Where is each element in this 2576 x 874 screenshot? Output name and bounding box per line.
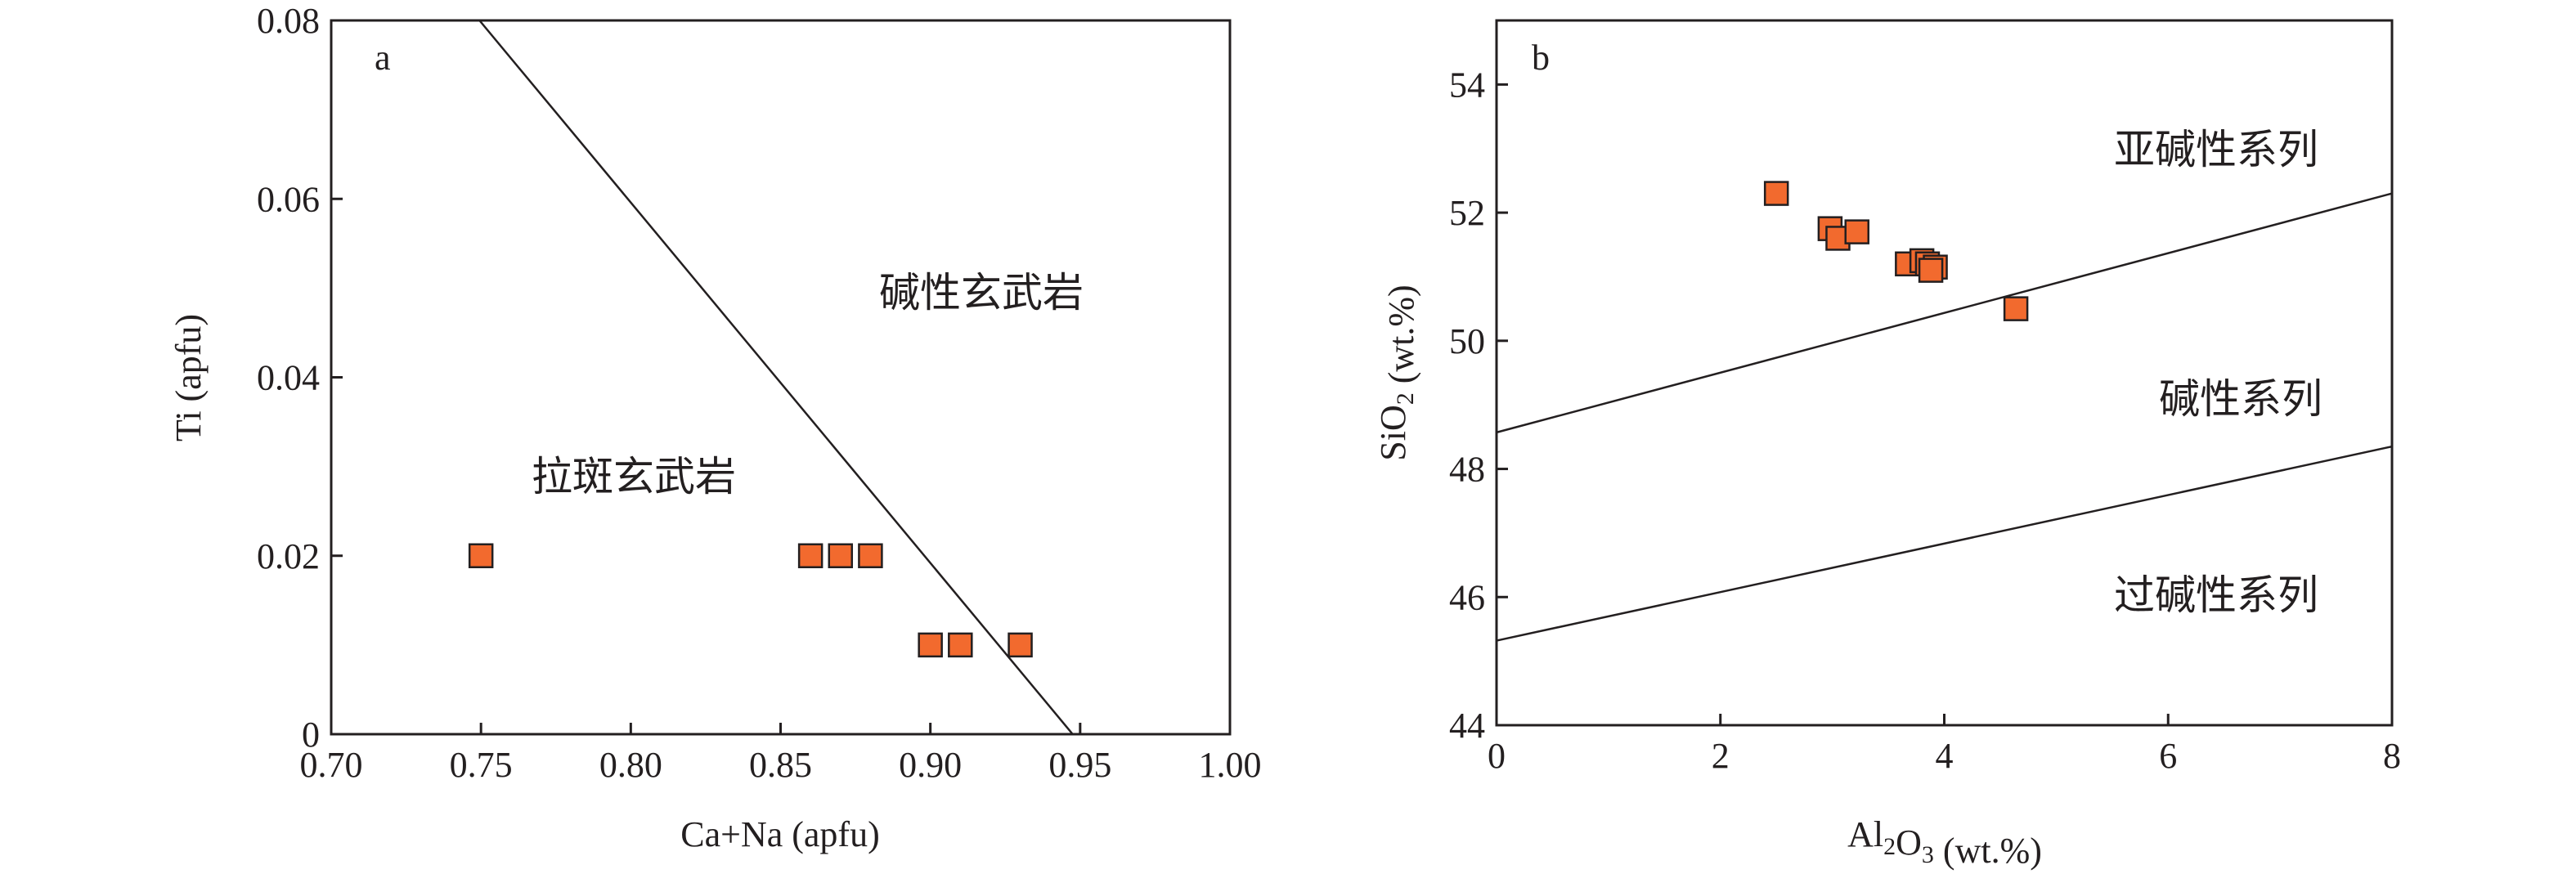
panel-b-x-axis-title: Al2O3 (wt.%): [1847, 814, 2042, 871]
panel-a-y-axis-title: Ti (apfu): [168, 314, 209, 441]
region-label-alkali-basalt: 碱性玄武岩: [879, 269, 1084, 316]
panel-b-x-ticks: 0 2 4 6 8: [1488, 714, 2401, 776]
x-tick-label: 8: [2383, 736, 2401, 776]
panel-a-x-ticks: 0.70 0.75 0.80 0.85 0.90 0.95 1.00: [300, 723, 1262, 785]
panel-a-x-axis-title: Ca+Na (apfu): [680, 814, 879, 854]
x-tick-label: 6: [2159, 736, 2177, 776]
x-tick-label: 1.00: [1199, 745, 1262, 785]
y-tick-label: 52: [1449, 193, 1485, 233]
x-tick-label: 0: [1488, 736, 1506, 776]
panel-a-markers: [468, 543, 1033, 658]
panel-b-markers: [1763, 181, 2029, 321]
data-point-marker: [2003, 296, 2029, 321]
classification-boundary-line: [1496, 192, 2393, 434]
data-point-marker: [797, 543, 824, 568]
region-label-tholeiitic-basalt: 拉斑玄武岩: [532, 453, 736, 500]
data-point-marker: [1763, 181, 1789, 206]
x-tick-label: 0.85: [749, 745, 812, 785]
panel-a: a 0.70 0.75 0.80 0.85 0.90 0.95 1.00 0 0.02 0.04…: [168, 1, 1262, 854]
panel-a-plot-frame: [330, 19, 1232, 736]
panel-a-boundary-lines: [478, 20, 1074, 735]
region-label-subalkaline-series: 亚碱性系列: [2114, 126, 2318, 173]
panel-b-letter: b: [1532, 38, 1550, 78]
panel-b-y-axis-title: SiO2 (wt.%): [1373, 285, 1421, 460]
x-tick-label: 0.80: [599, 745, 662, 785]
y-tick-label: 0: [302, 715, 320, 755]
y-tick-label: 54: [1449, 65, 1485, 105]
y-tick-label: 0.06: [257, 179, 320, 219]
region-label-alkaline-series: 碱性系列: [2159, 375, 2322, 423]
data-point-marker: [1918, 258, 1944, 283]
x-tick-label: 4: [1936, 736, 1954, 776]
x-tick-label: 0.75: [450, 745, 513, 785]
y-tick-label: 44: [1449, 706, 1485, 746]
data-point-marker: [918, 632, 943, 658]
panel-b-y-ticks: 44 46 48 50 52 54: [1449, 65, 1508, 746]
x-tick-label: 0.70: [300, 745, 363, 785]
data-point-marker: [468, 543, 494, 568]
data-point-marker: [1008, 632, 1033, 658]
y-tick-label: 0.04: [257, 358, 320, 398]
panel-a-letter: a: [375, 38, 391, 78]
y-tick-label: 48: [1449, 450, 1485, 490]
data-point-marker: [858, 543, 883, 568]
x-tick-label: 2: [1712, 736, 1730, 776]
y-tick-label: 0.08: [257, 1, 320, 41]
panel-b-boundary-lines: [1496, 192, 2393, 642]
region-label-peralkaline-series: 过碱性系列: [2114, 571, 2318, 619]
y-tick-label: 46: [1449, 577, 1485, 617]
y-tick-label: 0.02: [257, 536, 320, 576]
panel-a-y-ticks: 0 0.02 0.04 0.06 0.08: [257, 1, 343, 755]
x-tick-label: 0.90: [899, 745, 962, 785]
classification-boundary-line: [1496, 445, 2393, 642]
x-tick-label: 0.95: [1048, 745, 1111, 785]
data-point-marker: [948, 632, 973, 658]
classification-boundary-line: [478, 20, 1074, 735]
y-tick-label: 50: [1449, 321, 1485, 361]
data-point-marker: [1844, 219, 1869, 244]
data-point-marker: [828, 543, 854, 568]
